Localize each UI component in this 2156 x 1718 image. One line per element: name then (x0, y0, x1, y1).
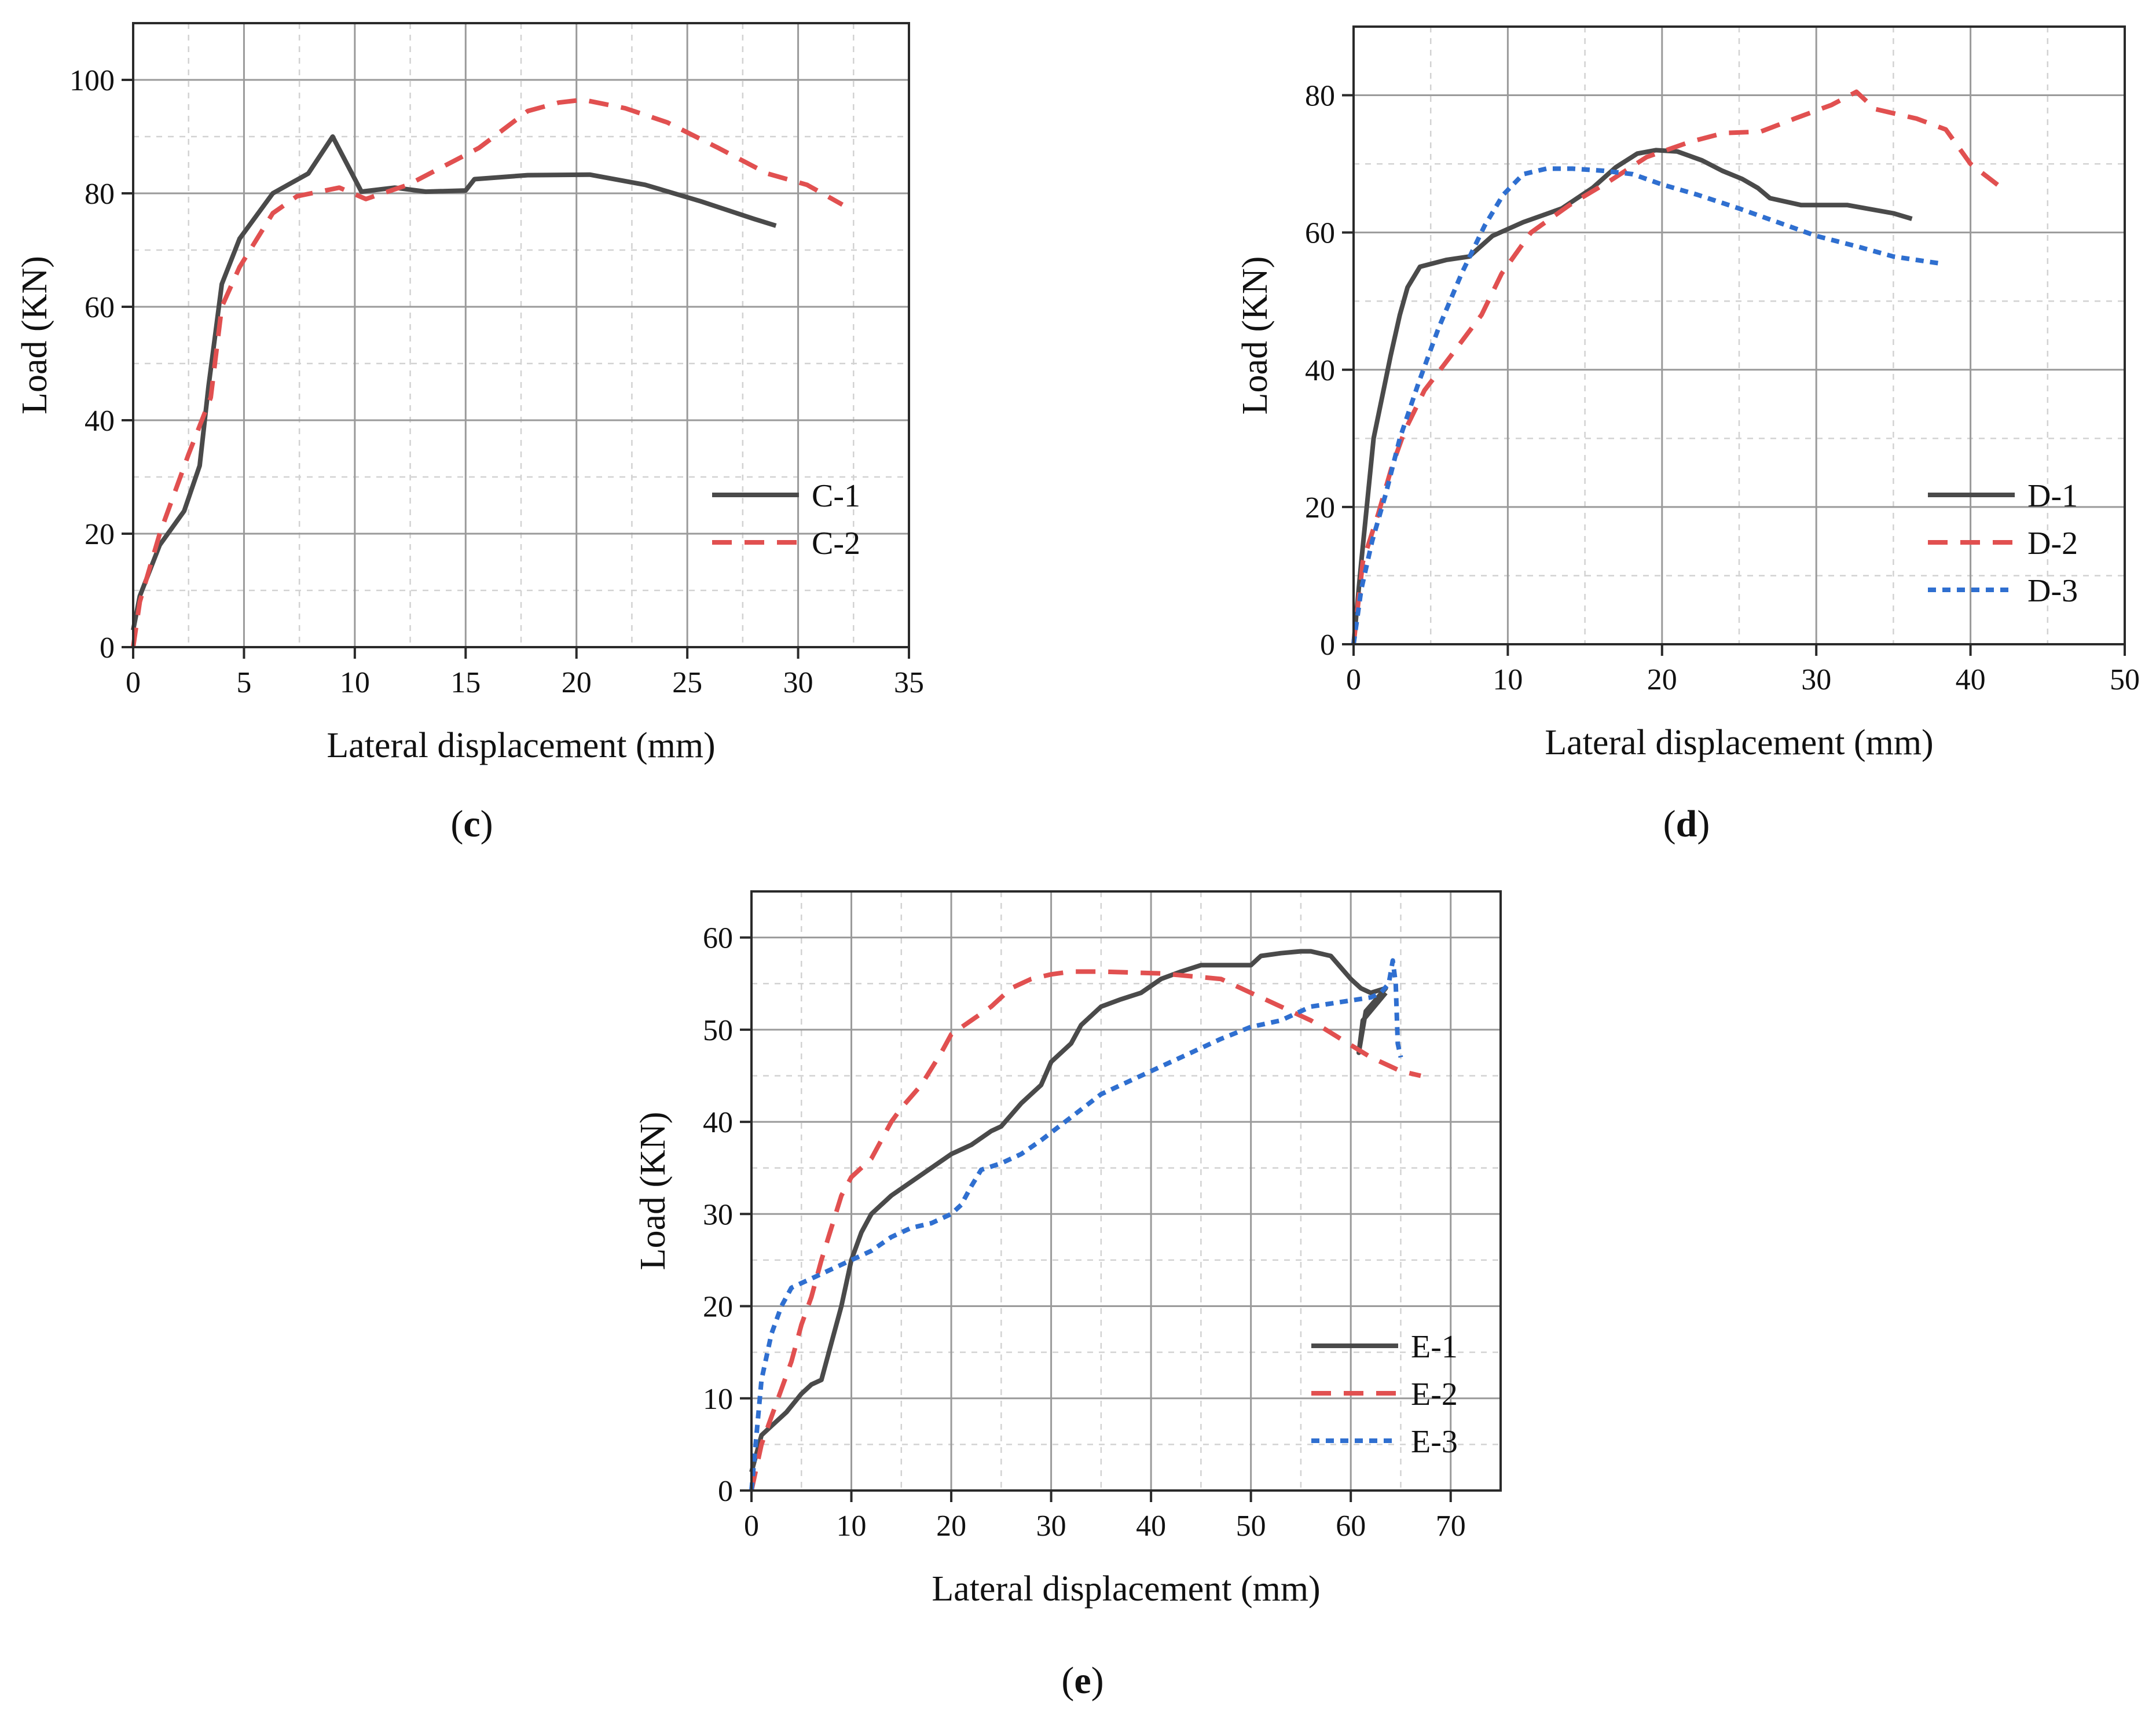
y-axis-title: Load (KN) (633, 1112, 673, 1271)
y-tick-label: 100 (69, 64, 115, 97)
y-tick-label: 0 (100, 632, 115, 665)
y-tick-label: 40 (85, 405, 115, 438)
x-tick-label: 0 (126, 666, 141, 699)
plot-frame (132, 22, 910, 648)
legend-label-D-3: D-3 (2027, 573, 2078, 609)
chart-panel-e: 0 10 20 30 40 50 60 70 0 10 20 30 40 50 60 Lateral disp… (633, 890, 1502, 1702)
y-tick-label: 10 (703, 1383, 733, 1416)
legend-label-E-3: E-3 (1411, 1424, 1458, 1460)
y-tick-label: 0 (718, 1475, 733, 1508)
legend: E-1 E-2 E-3 (1311, 1329, 1458, 1460)
legend-label-E-2: E-2 (1411, 1376, 1458, 1412)
series-line-D-3 (1351, 166, 1940, 645)
x-tick-label: 50 (2110, 663, 2140, 696)
y-tick-label: 60 (1305, 217, 1335, 250)
series-line-C-1 (131, 134, 777, 631)
plot-frame (1352, 25, 2126, 645)
panel-caption-letter: e (1074, 1660, 1091, 1702)
x-tick-label: 30 (1801, 663, 1831, 696)
y-tick-label: 0 (1320, 629, 1335, 662)
x-tick-label: 10 (837, 1510, 867, 1543)
x-tick-label: 20 (562, 666, 592, 699)
x-tick-label: 70 (1436, 1510, 1466, 1543)
panel-caption: (c) (450, 803, 493, 845)
x-tick-label: 35 (894, 666, 924, 699)
chart-panel-c: 0 5 10 15 20 25 30 35 0 20 40 60 80 100 Lateral displa… (15, 22, 924, 845)
panel-caption: (d) (1663, 803, 1710, 845)
x-tick-label: 0 (1346, 663, 1361, 696)
legend: C-1C-2 (712, 478, 860, 561)
series-line-D-2 (1351, 89, 2008, 645)
legend-label-D-1: D-1 (2027, 478, 2078, 514)
panel-caption-letter: c (463, 803, 480, 845)
x-axis-title: Lateral displacement (mm) (932, 1569, 1320, 1609)
y-tick-label: 20 (85, 518, 115, 551)
x-tick-label: 10 (1493, 663, 1523, 696)
series-line-E-2 (749, 969, 1421, 1491)
x-tick-label: 20 (936, 1510, 966, 1543)
x-tick-label: 20 (1647, 663, 1677, 696)
legend: D-1 D-2 D-3 (1928, 478, 2078, 609)
x-tick-label: 40 (1136, 1510, 1166, 1543)
series-line-E-3 (749, 958, 1403, 1491)
y-tick-label: 20 (703, 1291, 733, 1324)
y-tick-label: 20 (1305, 491, 1335, 524)
legend-label-C-2: C-2 (812, 526, 860, 561)
x-tick-label: 50 (1236, 1510, 1266, 1543)
y-tick-label: 60 (703, 922, 733, 955)
x-tick-label: 30 (783, 666, 813, 699)
x-tick-label: 30 (1036, 1510, 1066, 1543)
legend-label-C-1: C-1 (812, 478, 860, 514)
y-tick-label: 40 (703, 1106, 733, 1139)
y-tick-label: 50 (703, 1014, 733, 1047)
x-tick-label: 25 (672, 666, 702, 699)
y-tick-label: 30 (703, 1198, 733, 1231)
y-tick-label: 80 (1305, 80, 1335, 113)
series-line-D-1 (1351, 148, 1913, 645)
chart-panel-d: 0 10 20 30 40 50 0 20 40 60 80 Lateral displacement… (1235, 25, 2140, 845)
x-tick-label: 40 (1956, 663, 1986, 696)
y-axis-title: Load (KN) (1235, 256, 1275, 415)
x-tick-label: 5 (236, 666, 251, 699)
x-tick-label: 0 (744, 1510, 759, 1543)
panel-caption-letter: d (1676, 803, 1697, 845)
x-tick-label: 10 (340, 666, 370, 699)
y-tick-label: 80 (85, 178, 115, 211)
panel-caption: (e) (1061, 1660, 1103, 1702)
plot-frame (750, 890, 1502, 1492)
y-axis-title: Load (KN) (15, 256, 54, 414)
y-tick-label: 40 (1305, 354, 1335, 387)
legend-label-D-2: D-2 (2027, 526, 2078, 561)
legend-label-E-1: E-1 (1411, 1329, 1458, 1365)
x-tick-label: 60 (1336, 1510, 1366, 1543)
x-tick-label: 15 (450, 666, 481, 699)
series-line-C-2 (131, 97, 844, 648)
series-line-E-1 (749, 949, 1388, 1473)
x-axis-title: Lateral displacement (mm) (327, 726, 715, 765)
x-axis-title: Lateral displacement (mm) (1545, 723, 1933, 762)
y-tick-label: 60 (85, 291, 115, 324)
